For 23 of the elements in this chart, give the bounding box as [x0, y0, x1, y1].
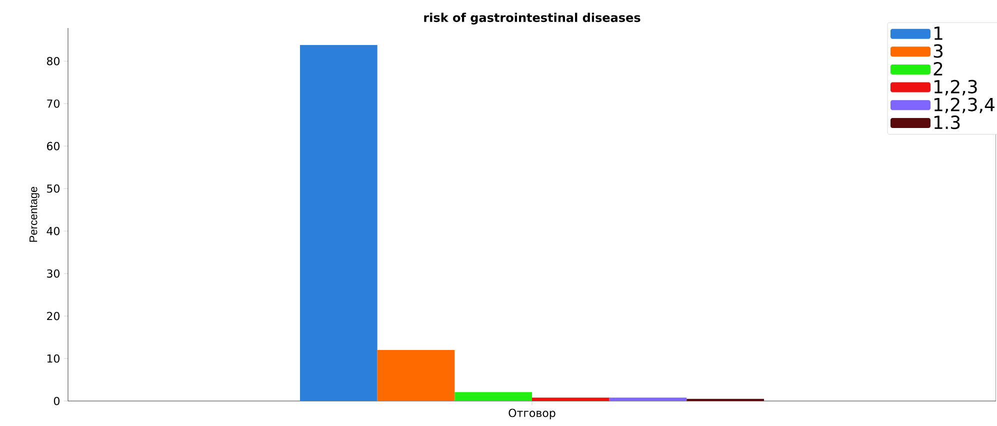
y-tick-label: 70: [47, 99, 60, 108]
y-tick-label: 10: [47, 354, 60, 363]
legend-label: 1,2,3: [934, 80, 977, 96]
y-tick-label: 0: [54, 396, 60, 406]
legend-label: 1.3: [934, 116, 960, 130]
y-tick-label: 40: [46, 226, 60, 236]
bar: [532, 398, 610, 401]
x-tick-label: Отговор: [508, 408, 556, 420]
y-tick-label: 60: [46, 142, 60, 150]
legend-label: 1,2,3,4: [934, 98, 994, 114]
y-tick-label: 50: [47, 184, 60, 193]
legend-label: 1: [934, 26, 942, 40]
legend-label: 2: [934, 62, 942, 76]
y-axis-title: Percentage: [30, 186, 40, 242]
bar: [377, 350, 455, 401]
bar: [454, 392, 532, 401]
chart-title: risk of gastrointestinal diseases: [424, 12, 640, 24]
legend-label: 3: [934, 44, 943, 58]
y-tick-label: 30: [47, 269, 60, 278]
y-tick-label: 20: [47, 312, 60, 320]
bar: [300, 44, 378, 401]
bar: [609, 398, 687, 401]
y-tick-label: 80: [46, 56, 60, 66]
